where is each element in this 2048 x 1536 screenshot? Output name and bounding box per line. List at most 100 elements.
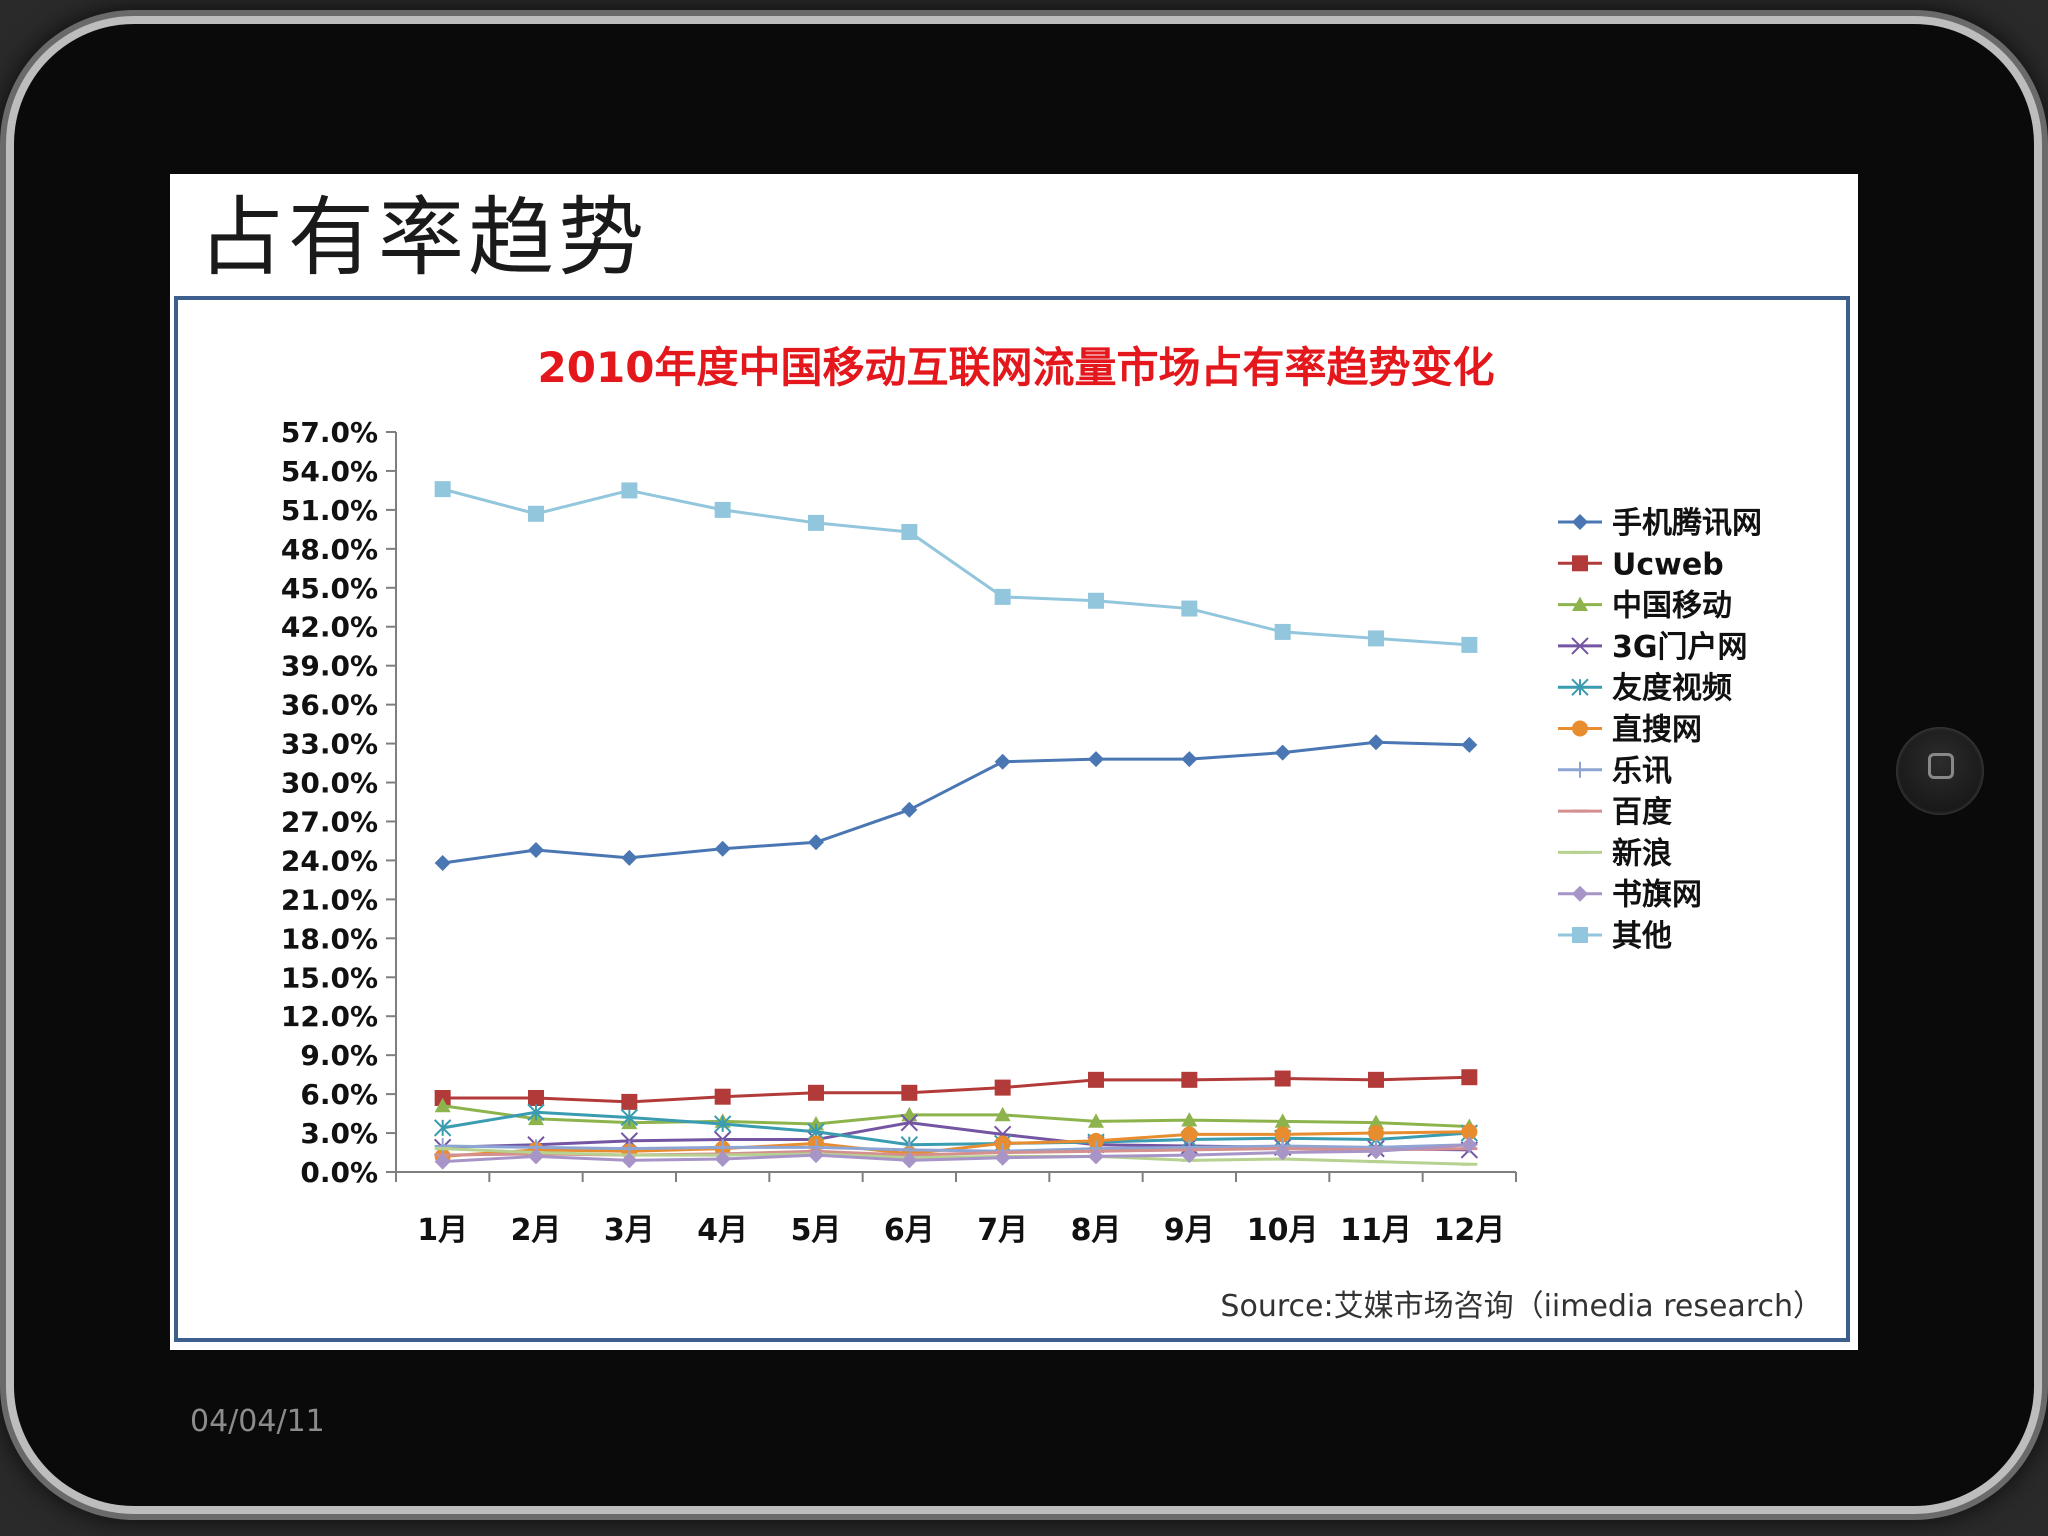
- data-point: [620, 1108, 639, 1127]
- data-point: [994, 1149, 1011, 1166]
- series-line: [442, 487, 1470, 647]
- data-point: [1088, 592, 1104, 609]
- data-point: [528, 1148, 544, 1165]
- legend-item: 新浪: [1558, 836, 1672, 871]
- data-point: [808, 514, 824, 531]
- data-point: [1181, 1147, 1198, 1164]
- x-tick-label: 12月: [1433, 1213, 1505, 1248]
- y-tick-label: 27.0%: [281, 805, 378, 838]
- x-tick-label: 7月: [977, 1213, 1028, 1248]
- data-point: [434, 855, 451, 872]
- data-point: [1461, 636, 1478, 653]
- y-tick-label: 18.0%: [281, 922, 378, 955]
- data-point: [1368, 630, 1384, 647]
- legend-label: 中国移动: [1612, 589, 1732, 624]
- legend-marker: [1572, 761, 1588, 778]
- data-point: [1088, 1113, 1104, 1128]
- data-point: [1181, 1126, 1198, 1143]
- data-point: [1181, 1071, 1198, 1088]
- y-tick-label: 51.0%: [281, 494, 378, 527]
- series-line: [442, 1143, 1470, 1164]
- data-point: [900, 1113, 919, 1132]
- y-tick-label: 39.0%: [281, 650, 378, 683]
- data-point: [1088, 751, 1104, 768]
- data-point: [901, 523, 918, 540]
- legend-label: 3G门户网: [1612, 630, 1748, 665]
- legend-label: 手机腾讯网: [1612, 506, 1762, 541]
- legend-marker: [1572, 927, 1588, 943]
- y-tick-label: 45.0%: [281, 572, 378, 605]
- legend-marker: [1572, 596, 1588, 611]
- home-button[interactable]: [1896, 727, 1984, 815]
- x-tick-label: 5月: [791, 1213, 842, 1248]
- data-point: [901, 1084, 918, 1101]
- source-text: Source:艾媒市场咨询（iimedia research）: [1220, 1289, 1823, 1324]
- legend-label: Ucweb: [1612, 547, 1724, 582]
- data-point: [994, 588, 1011, 605]
- data-point: [808, 1084, 824, 1101]
- data-point: [1274, 1070, 1291, 1087]
- chart-title: 2010年度中国移动互联网流量市场占有率趋势变化: [538, 343, 1495, 392]
- legend-item: 百度: [1558, 795, 1672, 830]
- data-point: [1088, 1148, 1104, 1165]
- data-point: [621, 1093, 638, 1110]
- series-line: [442, 1130, 1470, 1158]
- legend-item: Ucweb: [1558, 547, 1724, 582]
- data-point: [434, 1097, 451, 1113]
- legend-label: 百度: [1612, 795, 1672, 830]
- legend-label: 新浪: [1612, 836, 1672, 871]
- chart-frame: 2010年度中国移动互联网流量市场占有率趋势变化 0.0% 3.0% 6.0% 9.0…: [174, 296, 1850, 1342]
- data-point: [1461, 1069, 1478, 1086]
- data-point: [714, 1088, 731, 1105]
- data-point: [1088, 1071, 1104, 1088]
- legend-item: 其他: [1558, 919, 1672, 954]
- series-line: [442, 1147, 1470, 1166]
- y-tick-label: 15.0%: [281, 961, 378, 994]
- data-point: [714, 501, 731, 518]
- y-tick-label: 54.0%: [281, 455, 378, 488]
- line-chart: 2010年度中国移动互联网流量市场占有率趋势变化 0.0% 3.0% 6.0% 9.0…: [281, 343, 1823, 1324]
- legend-item: 友度视频: [1558, 671, 1732, 706]
- x-tick-label: 8月: [1071, 1213, 1122, 1248]
- slide-title: 占有率趋势: [198, 188, 648, 288]
- data-point: [433, 1119, 452, 1137]
- slide-date: 04/04/11: [190, 1404, 325, 1439]
- y-tick-label: 0.0%: [300, 1156, 378, 1189]
- data-point: [1461, 1123, 1478, 1140]
- data-point: [808, 834, 824, 851]
- data-point: [434, 481, 451, 498]
- y-tick-label: 21.0%: [281, 883, 378, 916]
- data-point: [713, 1115, 732, 1133]
- data-point: [1368, 1071, 1384, 1088]
- series-0: [434, 734, 1478, 872]
- legend-item: 中国移动: [1558, 589, 1732, 624]
- legend-label: 其他: [1612, 919, 1672, 954]
- y-tick-label: 42.0%: [281, 611, 378, 644]
- legend-label: 乐讯: [1612, 754, 1672, 789]
- data-point: [1274, 1144, 1291, 1161]
- series-line: [442, 1110, 1470, 1147]
- data-point: [527, 1103, 545, 1121]
- legend-marker: [1571, 678, 1589, 696]
- data-point: [1274, 744, 1291, 761]
- data-point: [621, 1152, 638, 1169]
- data-point: [1181, 751, 1198, 768]
- series-line: [442, 1143, 1470, 1153]
- data-point: [901, 801, 918, 818]
- data-point: [714, 1151, 731, 1168]
- y-tick-label: 36.0%: [281, 689, 378, 722]
- data-point: [621, 849, 638, 866]
- y-tick-label: 24.0%: [281, 844, 378, 877]
- x-tick-label: 6月: [884, 1213, 935, 1248]
- data-point: [434, 1153, 451, 1170]
- y-tick-label: 33.0%: [281, 728, 378, 761]
- x-tick-label: 3月: [604, 1213, 655, 1248]
- data-point: [1368, 1125, 1384, 1142]
- y-tick-label: 9.0%: [300, 1039, 378, 1072]
- series-line: [442, 1075, 1470, 1104]
- x-tick-label: 9月: [1164, 1213, 1215, 1248]
- legend-marker: [1572, 720, 1588, 737]
- legend-label: 直搜网: [1612, 713, 1702, 748]
- series-1: [434, 1069, 1478, 1110]
